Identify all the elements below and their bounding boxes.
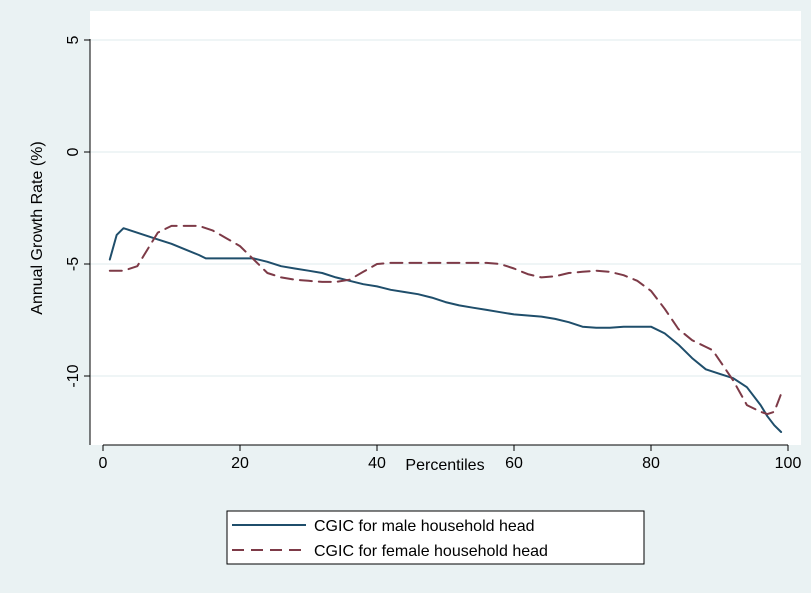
series-layer: [108, 224, 783, 433]
grid-lines: [90, 39, 801, 377]
x-tick-label: 80: [642, 455, 660, 472]
legend-label-female: CGIC for female household head: [314, 543, 548, 560]
x-tick-label: 60: [505, 455, 523, 472]
x-tick-label: 0: [99, 455, 108, 472]
series-line-female: [108, 224, 783, 416]
x-axis-title: Percentiles: [405, 457, 484, 474]
y-axis-title: Annual Growth Rate (%): [29, 141, 46, 314]
x-tick-label: 40: [368, 455, 386, 472]
y-tick-label: -10: [65, 364, 82, 387]
axes-layer: 5 0 -5 -10 0 20 40 60 80 100: [65, 35, 801, 472]
series-line-male: [108, 227, 783, 433]
legend-label-male: CGIC for male household head: [314, 518, 535, 535]
x-tick-label: 20: [231, 455, 249, 472]
y-tick-label: 5: [65, 35, 82, 44]
x-tick-label: 100: [775, 455, 802, 472]
legend: CGIC for male household head CGIC for fe…: [226, 510, 645, 565]
y-tick-label: 0: [65, 147, 82, 156]
legend-box: [226, 510, 645, 565]
plot-area: [90, 11, 801, 445]
y-tick-label: -5: [65, 257, 82, 271]
